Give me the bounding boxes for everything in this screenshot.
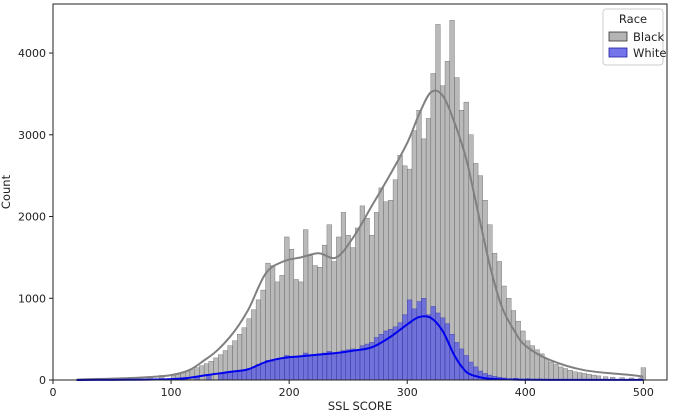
histogram-bar <box>553 364 559 381</box>
histogram-bar <box>416 301 422 381</box>
histogram-bar <box>322 352 328 381</box>
histogram-bar <box>501 285 507 381</box>
x-tick-label: 500 <box>633 386 654 399</box>
histogram-bar <box>237 370 243 381</box>
histogram-bar <box>293 356 299 381</box>
histogram-bar <box>492 253 498 381</box>
histogram-bar <box>270 361 276 381</box>
histogram-bar <box>213 357 219 381</box>
histogram-bar <box>449 334 455 381</box>
x-tick-label: 200 <box>279 386 300 399</box>
histogram-bar <box>520 330 526 381</box>
plot-frame <box>52 3 668 381</box>
histogram-bar <box>218 373 224 381</box>
y-axis-label: Count <box>0 174 13 209</box>
y-tick-label: 1000 <box>18 292 46 305</box>
series-white-bars <box>170 298 578 381</box>
histogram-bar <box>331 352 337 381</box>
histogram-bar <box>572 371 578 381</box>
x-tick-label: 400 <box>515 386 536 399</box>
histogram-bar <box>444 323 450 381</box>
histogram-bar <box>425 314 432 381</box>
histogram-bar <box>640 367 646 381</box>
histogram-bar <box>232 371 238 381</box>
histogram-bar <box>567 370 573 381</box>
histogram-bar <box>421 298 427 381</box>
histogram-bar <box>326 351 332 381</box>
histogram-bar <box>227 372 233 381</box>
legend: Race Black White <box>602 8 666 66</box>
histogram-bar <box>265 360 271 381</box>
histogram-bar <box>477 175 483 381</box>
histogram-bar <box>222 373 228 381</box>
kde-line-black <box>76 89 644 381</box>
histogram-bar <box>336 352 342 381</box>
histogram-bar <box>544 358 550 381</box>
histogram-bar <box>463 101 469 381</box>
histogram-bar <box>284 355 290 381</box>
histogram-bar <box>510 310 517 381</box>
histogram-bar <box>463 355 469 381</box>
histogram-bar <box>199 365 205 381</box>
x-tick-label: 0 <box>50 386 57 399</box>
histogram-bar <box>515 320 521 381</box>
histogram-bar <box>241 370 247 381</box>
histogram-bar <box>303 352 309 381</box>
histogram-bar <box>562 368 568 381</box>
histogram-bar <box>359 345 365 381</box>
y-tick-label: 4000 <box>18 47 46 60</box>
histogram-bar <box>496 261 502 381</box>
histogram-bar <box>260 362 266 381</box>
y-tick-label: 3000 <box>18 129 46 142</box>
legend-label-white: White <box>633 46 666 60</box>
ticks-layer: 0 100 200 300 400 500 0 1000 2000 3000 4000 <box>18 47 654 399</box>
histogram-bar <box>340 350 347 381</box>
histogram-bar <box>449 20 455 381</box>
histogram-bar <box>548 361 554 381</box>
y-tick-label: 0 <box>39 374 46 387</box>
histogram-bar <box>345 349 351 381</box>
histogram-bar <box>473 366 479 381</box>
histogram-bar <box>274 359 280 381</box>
histogram-bar <box>317 353 323 381</box>
histogram-bar <box>288 356 295 381</box>
histogram-bar <box>506 298 512 381</box>
histogram-bar <box>307 354 313 381</box>
legend-swatch-black <box>608 31 628 42</box>
histogram-bar <box>279 358 285 381</box>
legend-title: Race <box>619 12 647 26</box>
legend-items: Black White <box>608 30 666 60</box>
histogram-bar <box>298 356 304 381</box>
legend-swatch-white <box>608 47 628 58</box>
x-tick-label: 300 <box>397 386 418 399</box>
y-tick-label: 2000 <box>18 211 46 224</box>
histogram-bar <box>350 348 356 381</box>
histogram-bar <box>558 366 564 381</box>
histogram-bar <box>468 361 474 381</box>
histogram-bar <box>482 199 488 381</box>
histogram-bar <box>355 349 361 381</box>
x-tick-label: 100 <box>161 386 182 399</box>
histogram-bar <box>312 355 318 381</box>
x-axis-label: SSL SCORE <box>328 399 392 413</box>
histogram-bar <box>487 224 493 381</box>
histogram-bar <box>407 299 413 381</box>
legend-label-black: Black <box>633 30 664 44</box>
